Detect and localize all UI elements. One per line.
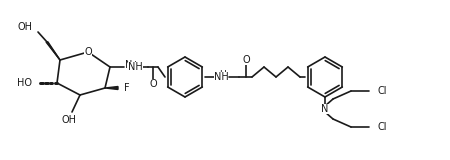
Text: H: H (219, 69, 225, 79)
Text: N: N (321, 104, 328, 114)
Text: Cl: Cl (377, 122, 387, 132)
Text: NH: NH (128, 62, 143, 72)
Text: OH: OH (17, 22, 32, 32)
Polygon shape (46, 42, 60, 60)
Polygon shape (105, 87, 118, 89)
Text: H: H (129, 60, 136, 69)
Text: Cl: Cl (377, 86, 387, 96)
Text: NH: NH (214, 72, 229, 82)
Text: O: O (242, 55, 250, 65)
Text: N: N (215, 72, 223, 82)
Text: OH: OH (62, 115, 76, 125)
Text: O: O (84, 47, 92, 57)
Text: O: O (149, 79, 157, 89)
Text: F: F (124, 83, 130, 93)
Text: HO: HO (17, 78, 32, 88)
Text: N: N (125, 60, 132, 70)
